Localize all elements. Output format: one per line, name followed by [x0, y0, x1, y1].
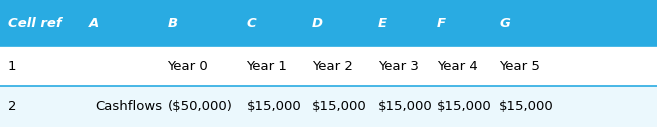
Bar	[0, 46, 657, 86]
Text: Year 5: Year 5	[499, 60, 540, 73]
Text: D: D	[312, 17, 323, 30]
Text: A: A	[89, 17, 99, 30]
Bar	[0, 86, 657, 127]
Text: 2: 2	[8, 100, 16, 113]
Text: 1: 1	[8, 60, 16, 73]
Bar	[0, 0, 657, 46]
Text: C: C	[246, 17, 256, 30]
Text: Year 4: Year 4	[437, 60, 478, 73]
Text: $15,000: $15,000	[246, 100, 301, 113]
Text: G: G	[499, 17, 510, 30]
Text: $15,000: $15,000	[437, 100, 491, 113]
Text: Cell ref: Cell ref	[8, 17, 62, 30]
Text: Year 2: Year 2	[312, 60, 353, 73]
Text: Year 1: Year 1	[246, 60, 287, 73]
Text: Year 3: Year 3	[378, 60, 419, 73]
Text: E: E	[378, 17, 387, 30]
Text: Cashflows: Cashflows	[95, 100, 162, 113]
Text: $15,000: $15,000	[312, 100, 367, 113]
Text: $15,000: $15,000	[499, 100, 554, 113]
Text: $15,000: $15,000	[378, 100, 432, 113]
Text: B: B	[168, 17, 177, 30]
Text: ($50,000): ($50,000)	[168, 100, 233, 113]
Text: Year 0: Year 0	[168, 60, 208, 73]
Text: F: F	[437, 17, 446, 30]
